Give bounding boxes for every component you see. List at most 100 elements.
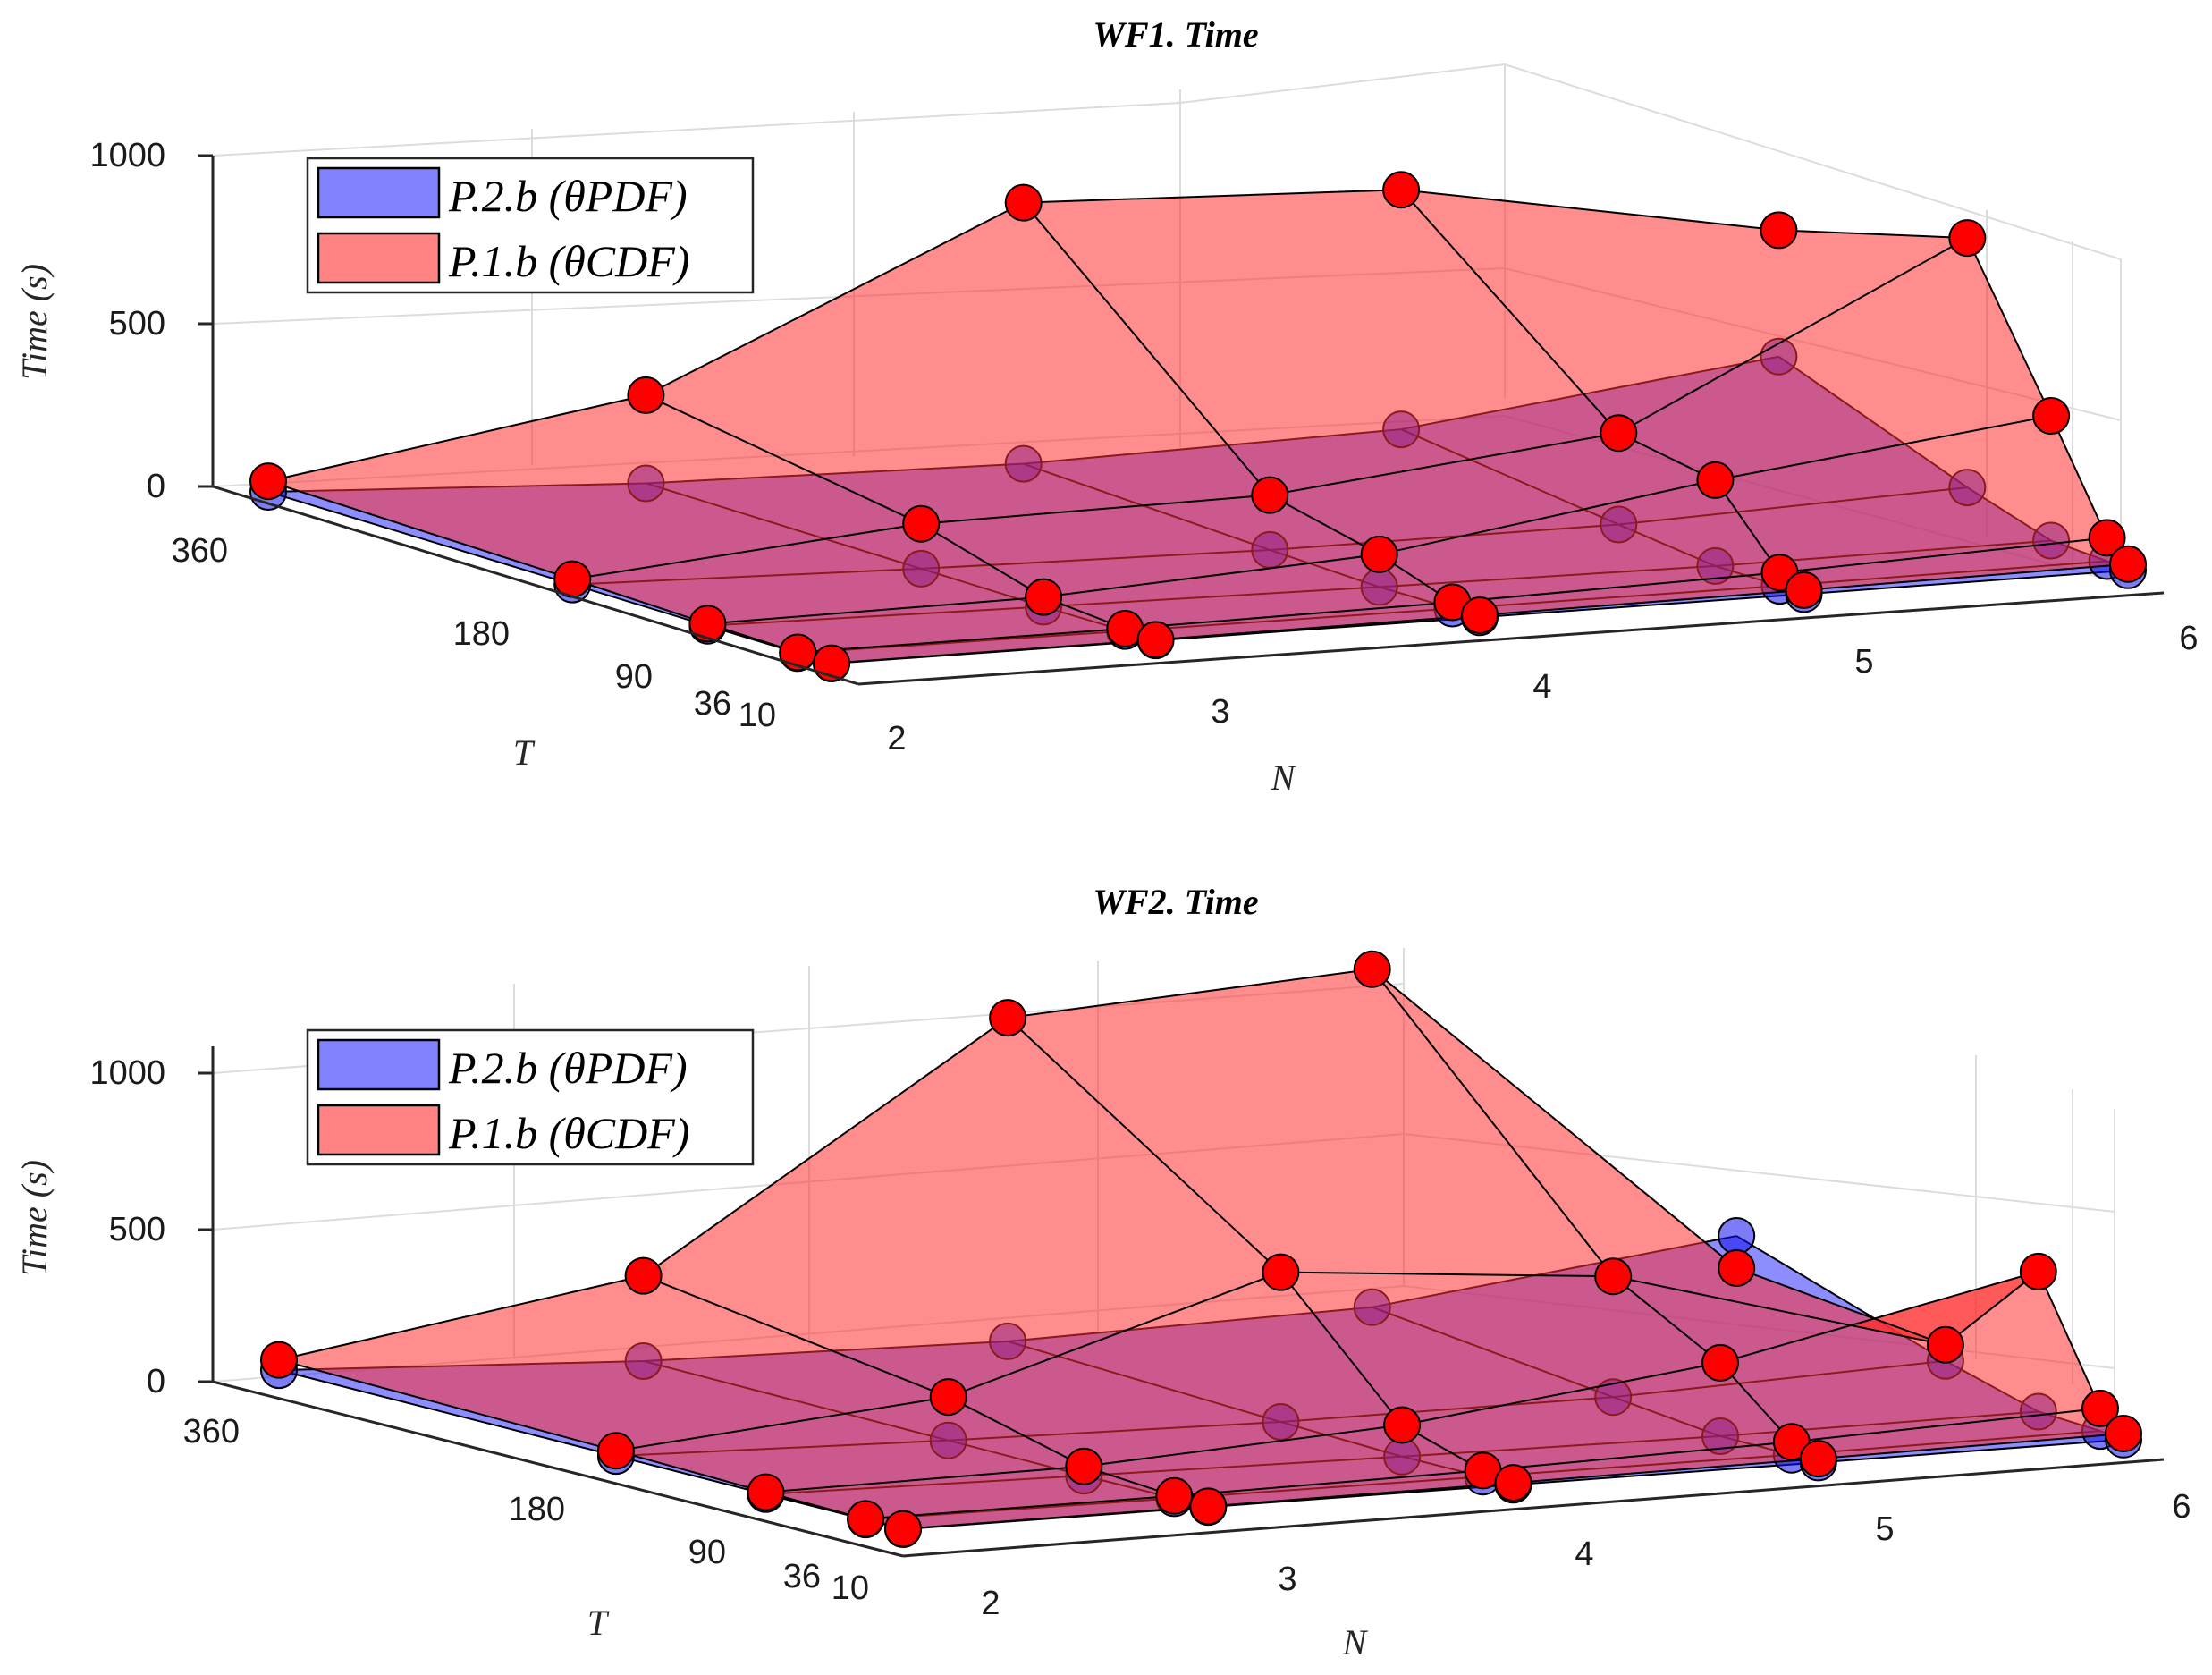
data-point (1696, 461, 1735, 499)
axes (198, 1046, 2165, 1558)
surface-face (646, 202, 1271, 524)
z-tick-labels: 1000 500 0 (89, 137, 165, 505)
n-axis-label: N (1342, 1622, 1369, 1662)
chart-title: WF2. Time (1093, 882, 1258, 922)
data-point (2081, 1389, 2119, 1427)
surface-face (615, 1397, 1085, 1493)
t-tick-label-10: 10 (739, 697, 776, 734)
data-point (1065, 1447, 1103, 1485)
z-tick-label-1000: 1000 (89, 137, 165, 174)
surface-layer (260, 950, 2142, 1548)
surface-face (643, 1018, 1281, 1398)
data-point (779, 633, 817, 672)
p1b-surface (260, 950, 2142, 1548)
z-tick-labels: 1000 500 0 (89, 1054, 165, 1400)
data-point (1594, 1257, 1633, 1296)
legend-swatch-p1b (317, 232, 441, 284)
legend-swatch-p2b (317, 166, 441, 219)
surface-layer (249, 171, 2147, 682)
n-tick-label-2: 2 (887, 720, 906, 757)
data-point (1718, 1217, 1756, 1255)
data-point (1760, 211, 1798, 250)
t-axis (212, 1380, 904, 1558)
back-wall-top (212, 63, 1506, 157)
z-tick-label-1000: 1000 (89, 1054, 165, 1092)
data-point (1799, 1440, 1837, 1478)
data-point (1155, 1476, 1194, 1515)
z-axis-label: Time (s) (14, 264, 55, 380)
z-tick-label-500: 500 (109, 305, 165, 343)
t-axis (212, 485, 859, 686)
surface-face (1125, 602, 1480, 640)
surface-face (1174, 1470, 1514, 1507)
data-point (2105, 1415, 2142, 1452)
surface-face (1452, 572, 1804, 616)
data-point (1494, 1464, 1532, 1502)
n-tick-label-2: 2 (981, 1585, 1000, 1622)
data-point (1136, 621, 1175, 659)
data-point (902, 504, 941, 543)
data-point (2109, 545, 2147, 583)
surface-face (865, 1495, 1209, 1529)
n-axis-label: N (1271, 757, 1297, 798)
surface-face (1779, 537, 2128, 590)
data-point (1926, 1325, 1964, 1364)
data-point (1262, 1253, 1300, 1291)
data-point (596, 1432, 635, 1470)
surface-face (1008, 969, 1614, 1277)
surface-face (948, 1272, 1403, 1467)
data-point (1701, 1343, 1739, 1382)
data-point (1025, 578, 1063, 616)
wf2-time-panel: WF2. Time 1000 500 0 (14, 882, 2191, 1662)
t-tick-label-180: 180 (453, 615, 510, 653)
data-point (989, 999, 1027, 1037)
n-tick-label-3: 3 (1211, 693, 1229, 731)
n-tick-label-5: 5 (1875, 1510, 1894, 1548)
legend-label-p1b: P.1.b (θCDF) (448, 236, 689, 286)
data-point (1785, 571, 1823, 609)
n-tick-labels: 2 3 4 5 6 (981, 1488, 2191, 1622)
n-tick-label-5: 5 (1854, 643, 1873, 681)
n-tick-label-4: 4 (1532, 668, 1551, 706)
t-tick-label-360: 360 (183, 1413, 240, 1451)
surface-face (1482, 1442, 1819, 1484)
data-point (624, 1256, 663, 1295)
data-point (688, 605, 727, 643)
n-tick-label-6: 6 (2179, 620, 2198, 657)
z-tick-label-500: 500 (109, 1211, 165, 1248)
p1b-surface (249, 171, 2147, 682)
surface-face (707, 596, 1126, 653)
data-point (1251, 476, 1289, 514)
data-point (249, 462, 287, 501)
data-point (1600, 414, 1638, 453)
data-point (1718, 1249, 1756, 1287)
data-point (747, 1473, 785, 1511)
t-tick-label-180: 180 (509, 1491, 565, 1528)
t-tick-label-36: 36 (783, 1558, 821, 1595)
legend: P.2.b (θPDF) P.1.b (θCDF) (306, 1028, 755, 1166)
data-point (1382, 171, 1421, 209)
surface-face (1715, 416, 2107, 573)
surface-face (921, 495, 1380, 597)
legend-label-p1b: P.1.b (θCDF) (448, 1108, 689, 1158)
data-point (884, 1510, 922, 1548)
t-axis-label: T (513, 732, 536, 773)
surface-face (1280, 1272, 1720, 1425)
surface-face (1270, 433, 1716, 554)
t-tick-label-90: 90 (615, 658, 653, 696)
n-axis (902, 1458, 2165, 1558)
surface-face (1372, 969, 1946, 1345)
right-wall-edge (1504, 63, 2122, 581)
t-tick-label-36: 36 (694, 685, 731, 723)
data-point (2088, 519, 2126, 557)
wf1-time-panel: WF1. Time 1000 500 0 (14, 14, 2199, 798)
n-tick-label-3: 3 (1278, 1561, 1296, 1598)
z-tick-label-0: 0 (147, 468, 165, 505)
surface-face (1401, 190, 1968, 434)
data-point (929, 1378, 967, 1417)
n-tick-labels: 2 3 4 5 6 (887, 620, 2198, 757)
legend-swatch-p1b (317, 1104, 441, 1156)
z-axis-label: Time (s) (14, 1160, 55, 1276)
data-point (1383, 1406, 1422, 1444)
